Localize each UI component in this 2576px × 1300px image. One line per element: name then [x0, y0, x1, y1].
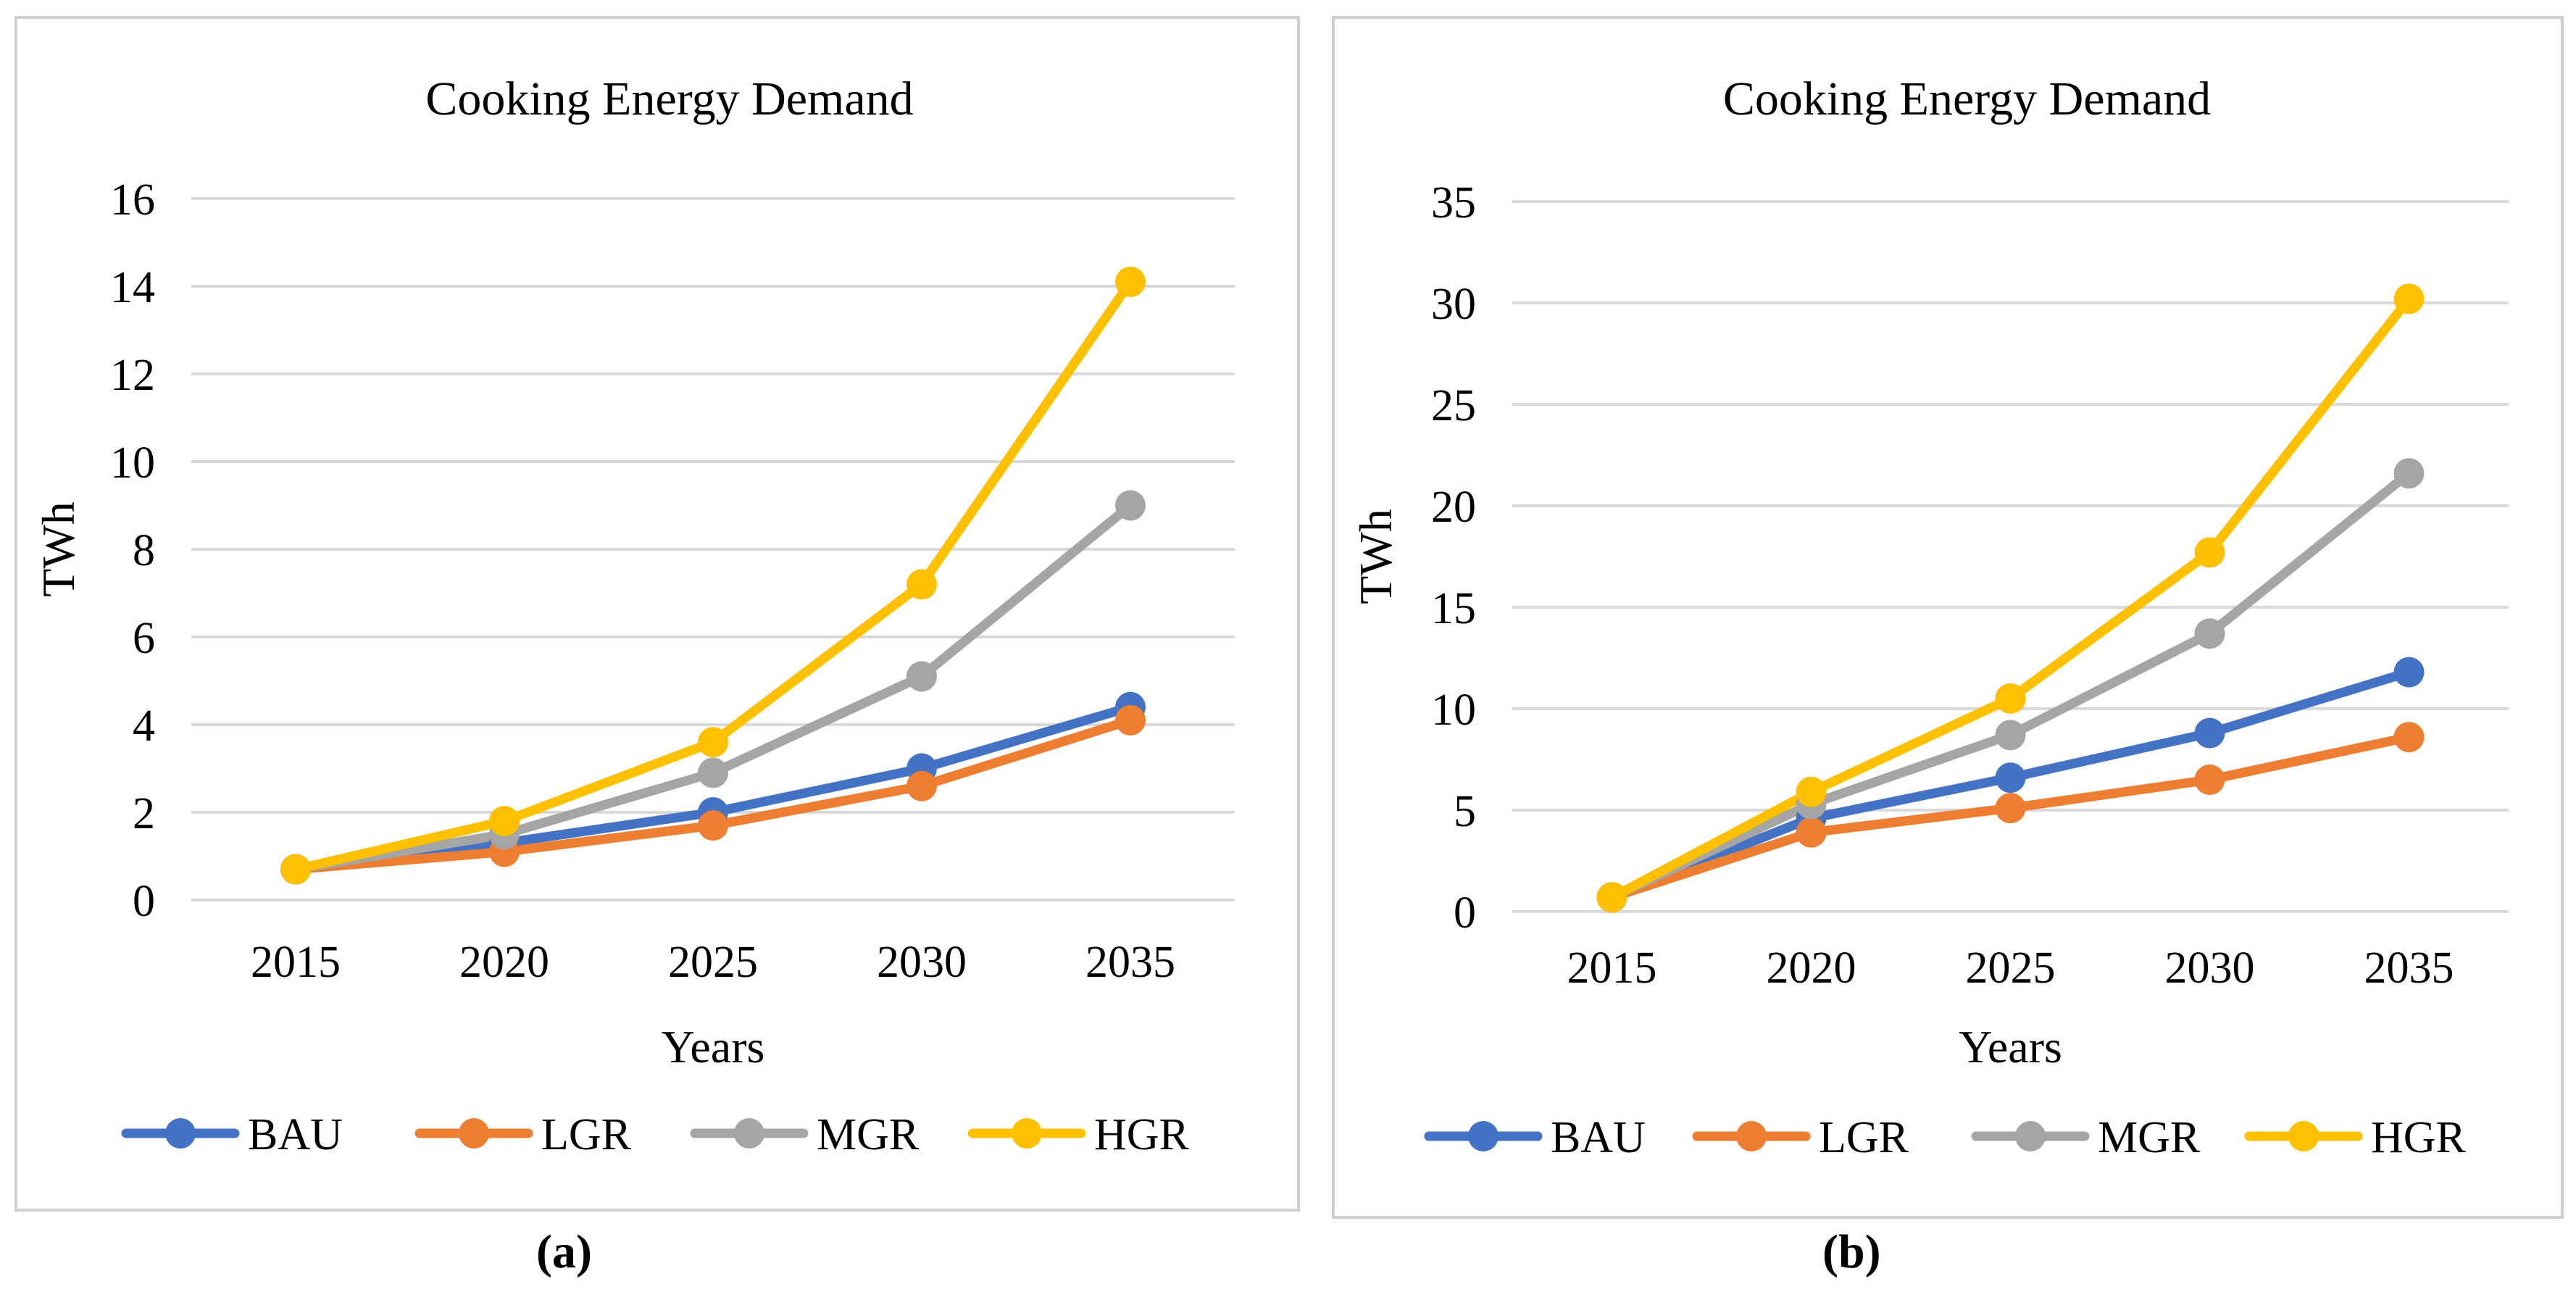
- x-tick-label-a-2015: 2015: [251, 938, 341, 987]
- y-tick-label-a-2: 2: [133, 789, 155, 838]
- data-point-a-HGR-2030: [906, 569, 937, 600]
- data-point-a-LGR-2030: [906, 770, 937, 801]
- y-tick-label-a-0: 0: [133, 877, 155, 926]
- legend-marker-a-LGR: [459, 1118, 489, 1149]
- data-point-b-MGR-2035: [2393, 458, 2425, 489]
- x-tick-label-a-2020: 2020: [459, 938, 549, 987]
- data-point-b-LGR-2025: [1995, 793, 2026, 824]
- y-tick-label-a-10: 10: [110, 438, 155, 488]
- data-point-a-MGR-2030: [906, 661, 937, 692]
- data-point-a-HGR-2020: [489, 806, 520, 837]
- caption-b: (b): [1822, 1225, 1881, 1278]
- x-tick-label-a-2025: 2025: [668, 938, 758, 987]
- data-point-b-MGR-2030: [2194, 618, 2225, 649]
- chart-panel-b: Cooking Energy Demand 0 5 10 15 20 25 30 35 2015 2…: [1332, 16, 2564, 1219]
- data-point-b-MGR-2025: [1995, 720, 2026, 751]
- caption-a: (a): [536, 1225, 592, 1278]
- legend-label-b-LGR: LGR: [1819, 1113, 1909, 1162]
- y-tick-label-b-25: 25: [1431, 381, 1476, 430]
- x-axis-label-b: Years: [1959, 1021, 2062, 1072]
- legend-label-a-LGR: LGR: [541, 1110, 632, 1159]
- y-axis-label-b: TWh: [1350, 509, 1401, 604]
- data-point-b-LGR-2020: [1796, 817, 1827, 848]
- data-point-b-HGR-2015: [1596, 882, 1627, 913]
- x-tick-label-b-2015: 2015: [1567, 943, 1657, 993]
- data-point-b-HGR-2030: [2194, 537, 2225, 568]
- y-tick-label-b-10: 10: [1431, 686, 1476, 735]
- x-tick-label-a-2035: 2035: [1085, 938, 1175, 987]
- y-tick-label-b-30: 30: [1431, 280, 1476, 329]
- y-tick-label-b-0: 0: [1454, 888, 1476, 938]
- legend-label-a-MGR: MGR: [817, 1110, 920, 1159]
- x-tick-label-b-2035: 2035: [2364, 943, 2454, 993]
- x-tick-label-b-2025: 2025: [1966, 943, 2056, 993]
- x-tick-label-b-2030: 2030: [2165, 943, 2255, 993]
- chart-title-a: Cooking Energy Demand: [425, 72, 913, 125]
- data-point-a-MGR-2025: [698, 757, 728, 788]
- legend-marker-b-HGR: [2288, 1121, 2319, 1151]
- legend-marker-a-MGR: [734, 1118, 764, 1149]
- data-point-b-HGR-2020: [1796, 776, 1827, 807]
- data-point-a-HGR-2015: [280, 854, 311, 885]
- legend-label-b-BAU: BAU: [1551, 1113, 1646, 1162]
- y-tick-label-a-6: 6: [133, 614, 155, 663]
- y-tick-label-b-20: 20: [1431, 483, 1476, 532]
- data-point-b-BAU-2030: [2194, 717, 2225, 749]
- legend-label-a-HGR: HGR: [1094, 1110, 1190, 1159]
- data-point-a-HGR-2025: [698, 727, 728, 758]
- legend-marker-a-HGR: [1012, 1118, 1042, 1149]
- chart-a-svg: Cooking Energy Demand 0 2 4 6 8 10 12 14 16 2015 20…: [33, 72, 1235, 1159]
- legend-marker-b-BAU: [1468, 1121, 1499, 1151]
- legend-marker-a-BAU: [165, 1118, 196, 1149]
- legend-label-a-BAU: BAU: [248, 1110, 343, 1159]
- data-point-b-BAU-2025: [1995, 762, 2026, 793]
- data-point-b-LGR-2030: [2194, 764, 2225, 795]
- data-point-a-LGR-2025: [698, 810, 728, 841]
- data-point-b-BAU-2035: [2393, 657, 2425, 688]
- x-axis-label-a: Years: [662, 1021, 765, 1072]
- chart-title-b: Cooking Energy Demand: [1723, 72, 2211, 125]
- x-tick-label-b-2020: 2020: [1767, 943, 1856, 993]
- legend-label-b-HGR: HGR: [2371, 1113, 2467, 1162]
- data-point-a-LGR-2035: [1115, 704, 1146, 736]
- data-point-a-HGR-2035: [1115, 266, 1146, 297]
- data-point-b-HGR-2035: [2393, 283, 2425, 314]
- data-point-a-MGR-2035: [1115, 490, 1146, 521]
- y-tick-label-a-4: 4: [133, 701, 155, 751]
- y-tick-label-a-8: 8: [133, 526, 155, 575]
- chart-panel-a: Cooking Energy Demand 0 2 4 6 8 10 12 14 16 2015 20…: [14, 16, 1300, 1212]
- y-tick-label-a-14: 14: [110, 263, 155, 312]
- y-tick-label-a-12: 12: [110, 351, 155, 400]
- legend-marker-b-MGR: [2015, 1121, 2046, 1151]
- data-point-b-LGR-2035: [2393, 722, 2425, 753]
- y-tick-label-b-5: 5: [1454, 787, 1476, 836]
- y-tick-label-a-16: 16: [110, 175, 155, 225]
- data-point-b-HGR-2025: [1995, 683, 2026, 714]
- y-axis-label-a: TWh: [33, 501, 84, 597]
- y-tick-label-b-35: 35: [1431, 178, 1476, 228]
- legend-label-b-MGR: MGR: [2098, 1113, 2201, 1162]
- y-tick-label-b-15: 15: [1431, 584, 1476, 633]
- legend-marker-b-LGR: [1736, 1121, 1767, 1151]
- x-tick-label-a-2030: 2030: [877, 938, 967, 987]
